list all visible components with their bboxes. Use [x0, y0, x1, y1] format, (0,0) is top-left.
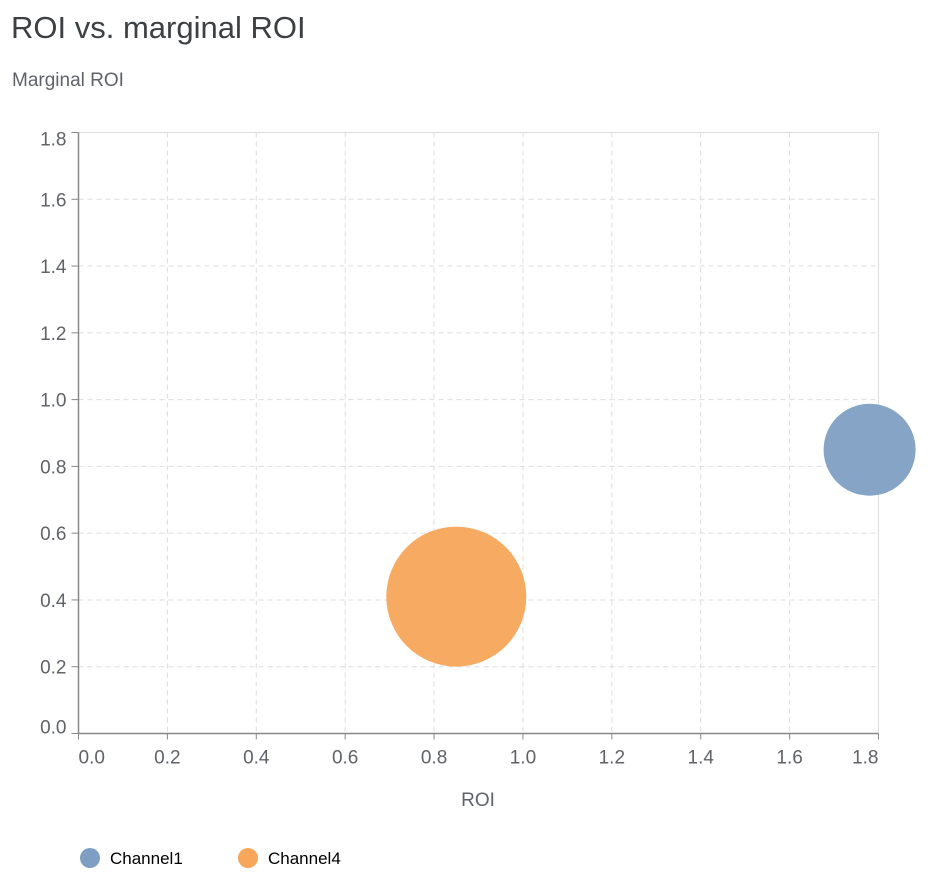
- y-tick-label: 1.6: [40, 190, 66, 211]
- grid: [78, 132, 879, 734]
- x-tick-label: 0.6: [332, 748, 358, 769]
- y-tick-label: 0.6: [40, 524, 66, 545]
- data-points: [386, 403, 916, 667]
- x-tick-label: 1.4: [688, 748, 715, 769]
- x-axis-title: ROI: [461, 790, 495, 811]
- y-tick-label: 0.4: [40, 591, 67, 612]
- y-tick-label: 0.0: [40, 718, 66, 739]
- x-tick-label: 0.0: [79, 748, 105, 769]
- legend-label: Channel1: [110, 849, 183, 868]
- y-tick-label: 1.4: [40, 257, 67, 278]
- y-axis-title: Marginal ROI: [12, 70, 124, 91]
- point-channel4: [386, 526, 527, 667]
- legend: Channel1 Channel4: [80, 848, 341, 868]
- axes: 0.0 0.2 0.4 0.6 0.8 1.0 1.2 1.4 1.6 1.8 0.0 0.2 0.4 0…: [40, 130, 879, 769]
- chart-title: ROI vs. marginal ROI: [11, 10, 306, 45]
- x-tick-label: 1.0: [510, 748, 536, 769]
- y-tick-label: 1.0: [40, 391, 66, 412]
- y-tick-label: 1.2: [40, 324, 66, 345]
- x-tick-label: 0.2: [154, 748, 180, 769]
- legend-symbol-channel4: [238, 848, 258, 868]
- x-tick-label: 0.8: [421, 748, 447, 769]
- x-tick-label: 1.6: [776, 748, 802, 769]
- y-tick-label: 0.2: [40, 658, 66, 679]
- legend-symbol-channel1: [80, 848, 100, 868]
- legend-label: Channel4: [268, 849, 341, 868]
- x-tick-label: 1.2: [599, 748, 625, 769]
- y-tick-label: 1.8: [40, 130, 66, 151]
- point-channel1: [823, 403, 916, 496]
- x-tick-label: 0.4: [243, 748, 270, 769]
- y-tick-label: 0.8: [40, 457, 66, 478]
- x-tick-label: 1.8: [852, 748, 878, 769]
